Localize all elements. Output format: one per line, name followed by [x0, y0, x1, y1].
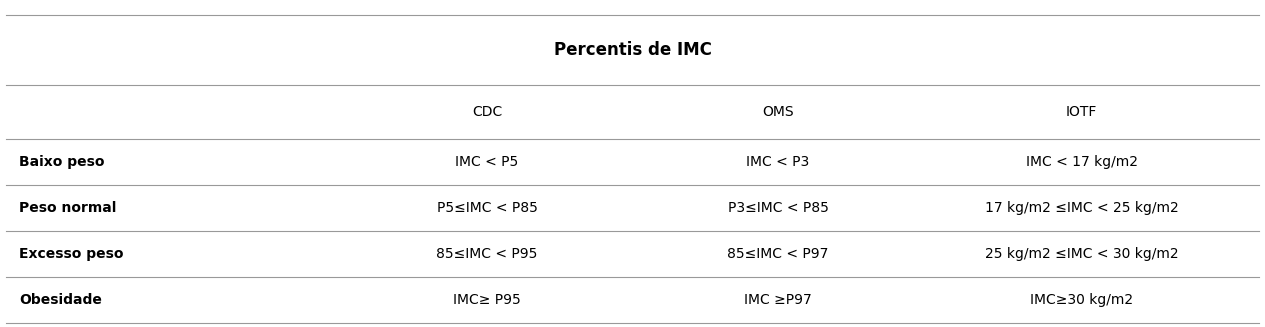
Text: Excesso peso: Excesso peso [19, 247, 124, 261]
Text: IMC < P5: IMC < P5 [455, 155, 519, 169]
Text: IMC≥30 kg/m2: IMC≥30 kg/m2 [1030, 293, 1133, 307]
Text: 85≤IMC < P97: 85≤IMC < P97 [727, 247, 829, 261]
Text: 17 kg/m2 ≤IMC < 25 kg/m2: 17 kg/m2 ≤IMC < 25 kg/m2 [984, 201, 1179, 215]
Text: Percentis de IMC: Percentis de IMC [554, 41, 711, 59]
Text: Baixo peso: Baixo peso [19, 155, 105, 169]
Text: IMC≥ P95: IMC≥ P95 [453, 293, 521, 307]
Text: Peso normal: Peso normal [19, 201, 116, 215]
Text: 85≤IMC < P95: 85≤IMC < P95 [436, 247, 538, 261]
Text: 25 kg/m2 ≤IMC < 30 kg/m2: 25 kg/m2 ≤IMC < 30 kg/m2 [984, 247, 1179, 261]
Text: Obesidade: Obesidade [19, 293, 102, 307]
Text: IMC < 17 kg/m2: IMC < 17 kg/m2 [1026, 155, 1137, 169]
Text: IOTF: IOTF [1066, 105, 1097, 119]
Text: CDC: CDC [472, 105, 502, 119]
Text: OMS: OMS [762, 105, 794, 119]
Text: P3≤IMC < P85: P3≤IMC < P85 [727, 201, 829, 215]
Text: IMC < P3: IMC < P3 [746, 155, 810, 169]
Text: IMC ≥P97: IMC ≥P97 [744, 293, 812, 307]
Text: P5≤IMC < P85: P5≤IMC < P85 [436, 201, 538, 215]
